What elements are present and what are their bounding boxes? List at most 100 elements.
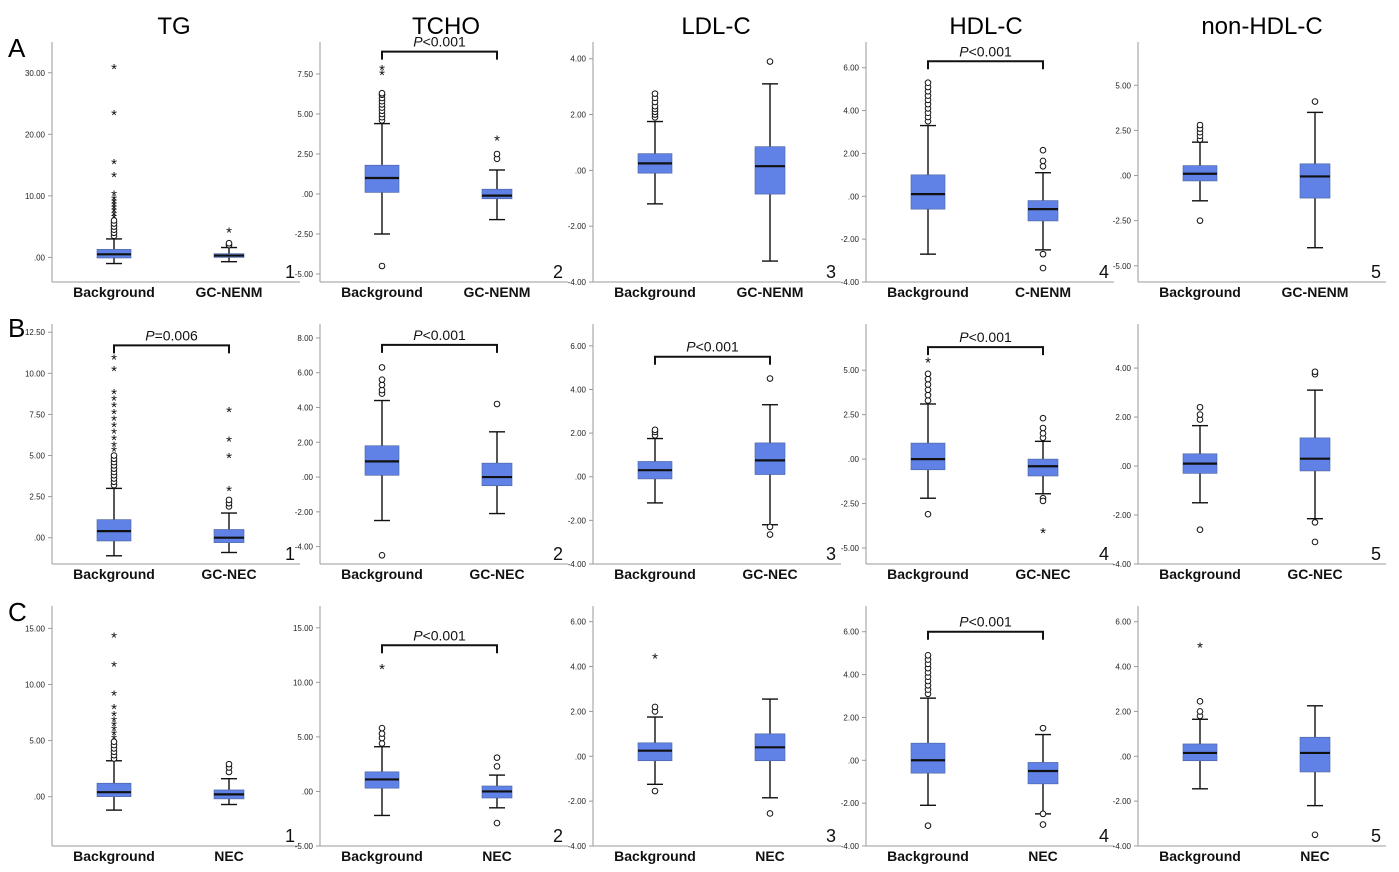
outlier-circle <box>1311 368 1319 376</box>
panel-b2: -4.00 -2.00 .00 2.00 4.00 6.00 8.00 Background G… <box>295 324 568 582</box>
outlier-star: * <box>111 198 117 215</box>
outlier-star: * <box>111 658 117 675</box>
y-tick-label: .00 <box>1120 172 1132 181</box>
y-tick-label: 5.00 <box>29 737 45 746</box>
y-tick-label: 6.00 <box>570 618 586 627</box>
outlier-circle <box>766 375 774 382</box>
p-symbol: P <box>413 627 423 643</box>
y-tick-label: .00 <box>1120 462 1132 471</box>
outlier-circle <box>1039 497 1047 505</box>
category-label: Background <box>614 284 696 300</box>
y-tick-label: .00 <box>848 756 860 765</box>
panel-number: 2 <box>553 544 563 564</box>
significance-label: P<0.001 <box>959 43 1012 59</box>
category-label: Background <box>341 566 423 582</box>
box-iqr <box>1299 163 1331 199</box>
panel-number: 1 <box>285 262 295 282</box>
outlier-circle <box>651 787 659 795</box>
panel-number: 3 <box>826 262 836 282</box>
y-tick-label: 2.50 <box>843 411 859 420</box>
y-tick-label: .00 <box>34 253 46 262</box>
y-tick-label: -4.00 <box>841 842 860 851</box>
outlier-star: * <box>379 661 385 678</box>
outlier-star: * <box>379 62 385 79</box>
outlier-star: * <box>111 439 117 456</box>
p-symbol: P <box>686 339 696 355</box>
panel-a1: .0010.0020.0030.00************Background… <box>25 42 300 300</box>
y-tick-label: 4.00 <box>1115 364 1131 373</box>
panel-number: 1 <box>285 544 295 564</box>
y-tick-label: .00 <box>302 787 314 796</box>
outlier-circle <box>378 376 386 383</box>
outlier-star: * <box>111 399 117 416</box>
outlier-circle <box>1311 831 1319 839</box>
category-label: Background <box>887 284 969 300</box>
y-tick-label: 6.00 <box>570 342 586 351</box>
outlier-circle <box>493 763 501 770</box>
column-title-non-hdl-c: non-HDL-C <box>1201 13 1322 40</box>
outlier-star: * <box>111 210 117 227</box>
panel-c3: -4.00 -2.00 .00 2.00 4.00 6.00 * Background NEC 3 <box>568 606 841 864</box>
y-tick-label: -4.00 <box>568 842 587 851</box>
outlier-star: * <box>111 419 117 436</box>
column-title-tg: TG <box>157 13 190 40</box>
y-tick-label: 4.00 <box>570 55 586 64</box>
significance-label: P<0.001 <box>959 614 1012 630</box>
outlier-circle <box>493 150 501 158</box>
outlier-star: * <box>1040 525 1046 542</box>
category-label: GC-NEC <box>469 566 524 582</box>
outlier-circle <box>1196 698 1204 705</box>
column-title-tcho: TCHO <box>412 13 480 40</box>
outlier-circle <box>110 217 118 224</box>
y-tick-label: 7.50 <box>29 410 45 419</box>
y-tick-label: 5.00 <box>1115 81 1131 90</box>
outlier-star: * <box>111 731 117 748</box>
box-iqr <box>1027 762 1059 785</box>
outlier-circle <box>1196 121 1204 129</box>
row-label-b: B <box>8 313 25 343</box>
outlier-star: * <box>111 718 117 735</box>
outlier-circle <box>924 391 932 399</box>
y-tick-label: -2.00 <box>295 508 314 517</box>
category-label: GC-NENM <box>196 284 263 300</box>
outlier-circle <box>924 381 932 388</box>
p-value: <0.001 <box>969 329 1012 345</box>
outlier-star: * <box>111 352 117 369</box>
category-label: C-NENM <box>1015 284 1071 300</box>
y-tick-label: .00 <box>575 166 587 175</box>
outlier-star: * <box>111 61 117 78</box>
panel-a2: -5.00-2.50.002.505.007.50 **Background*GC… <box>295 34 568 300</box>
outlier-circle <box>1039 430 1047 437</box>
panel-b5: -4.00 -2.00 .00 2.00 4.00 Background GC-NEC 5 <box>1113 324 1386 582</box>
category-label: Background <box>1159 848 1241 864</box>
outlier-circle <box>493 400 501 408</box>
outlier-circle <box>1039 414 1047 422</box>
box-iqr <box>1027 200 1059 222</box>
p-value: <0.001 <box>423 627 466 643</box>
y-tick-label: 4.00 <box>1115 663 1131 672</box>
outlier-star: * <box>379 67 385 84</box>
category-label: Background <box>887 566 969 582</box>
outlier-circle <box>1039 724 1047 732</box>
outlier-star: * <box>111 444 117 461</box>
y-tick-label: 10.00 <box>293 678 314 687</box>
y-tick-label: 4.00 <box>843 671 859 680</box>
outlier-star: * <box>111 713 117 730</box>
outlier-star: * <box>111 727 117 744</box>
outlier-star: * <box>226 225 232 242</box>
category-label: Background <box>614 566 696 582</box>
p-value: <0.001 <box>423 327 466 343</box>
panel-number: 5 <box>1371 544 1381 564</box>
significance-label: P<0.001 <box>959 329 1012 345</box>
category-label: Background <box>73 848 155 864</box>
box-iqr <box>1299 736 1331 773</box>
panel-number: 2 <box>553 826 563 846</box>
outlier-circle <box>1196 708 1204 715</box>
outlier-circle <box>924 397 932 404</box>
panel-b1: .002.505.007.5010.0012.50************Bac… <box>25 324 300 582</box>
y-tick-label: 20.00 <box>25 130 46 139</box>
panel-number: 4 <box>1099 544 1109 564</box>
outlier-circle <box>1039 162 1047 170</box>
y-tick-label: 6.00 <box>1115 618 1131 627</box>
box-iqr <box>1299 437 1331 472</box>
